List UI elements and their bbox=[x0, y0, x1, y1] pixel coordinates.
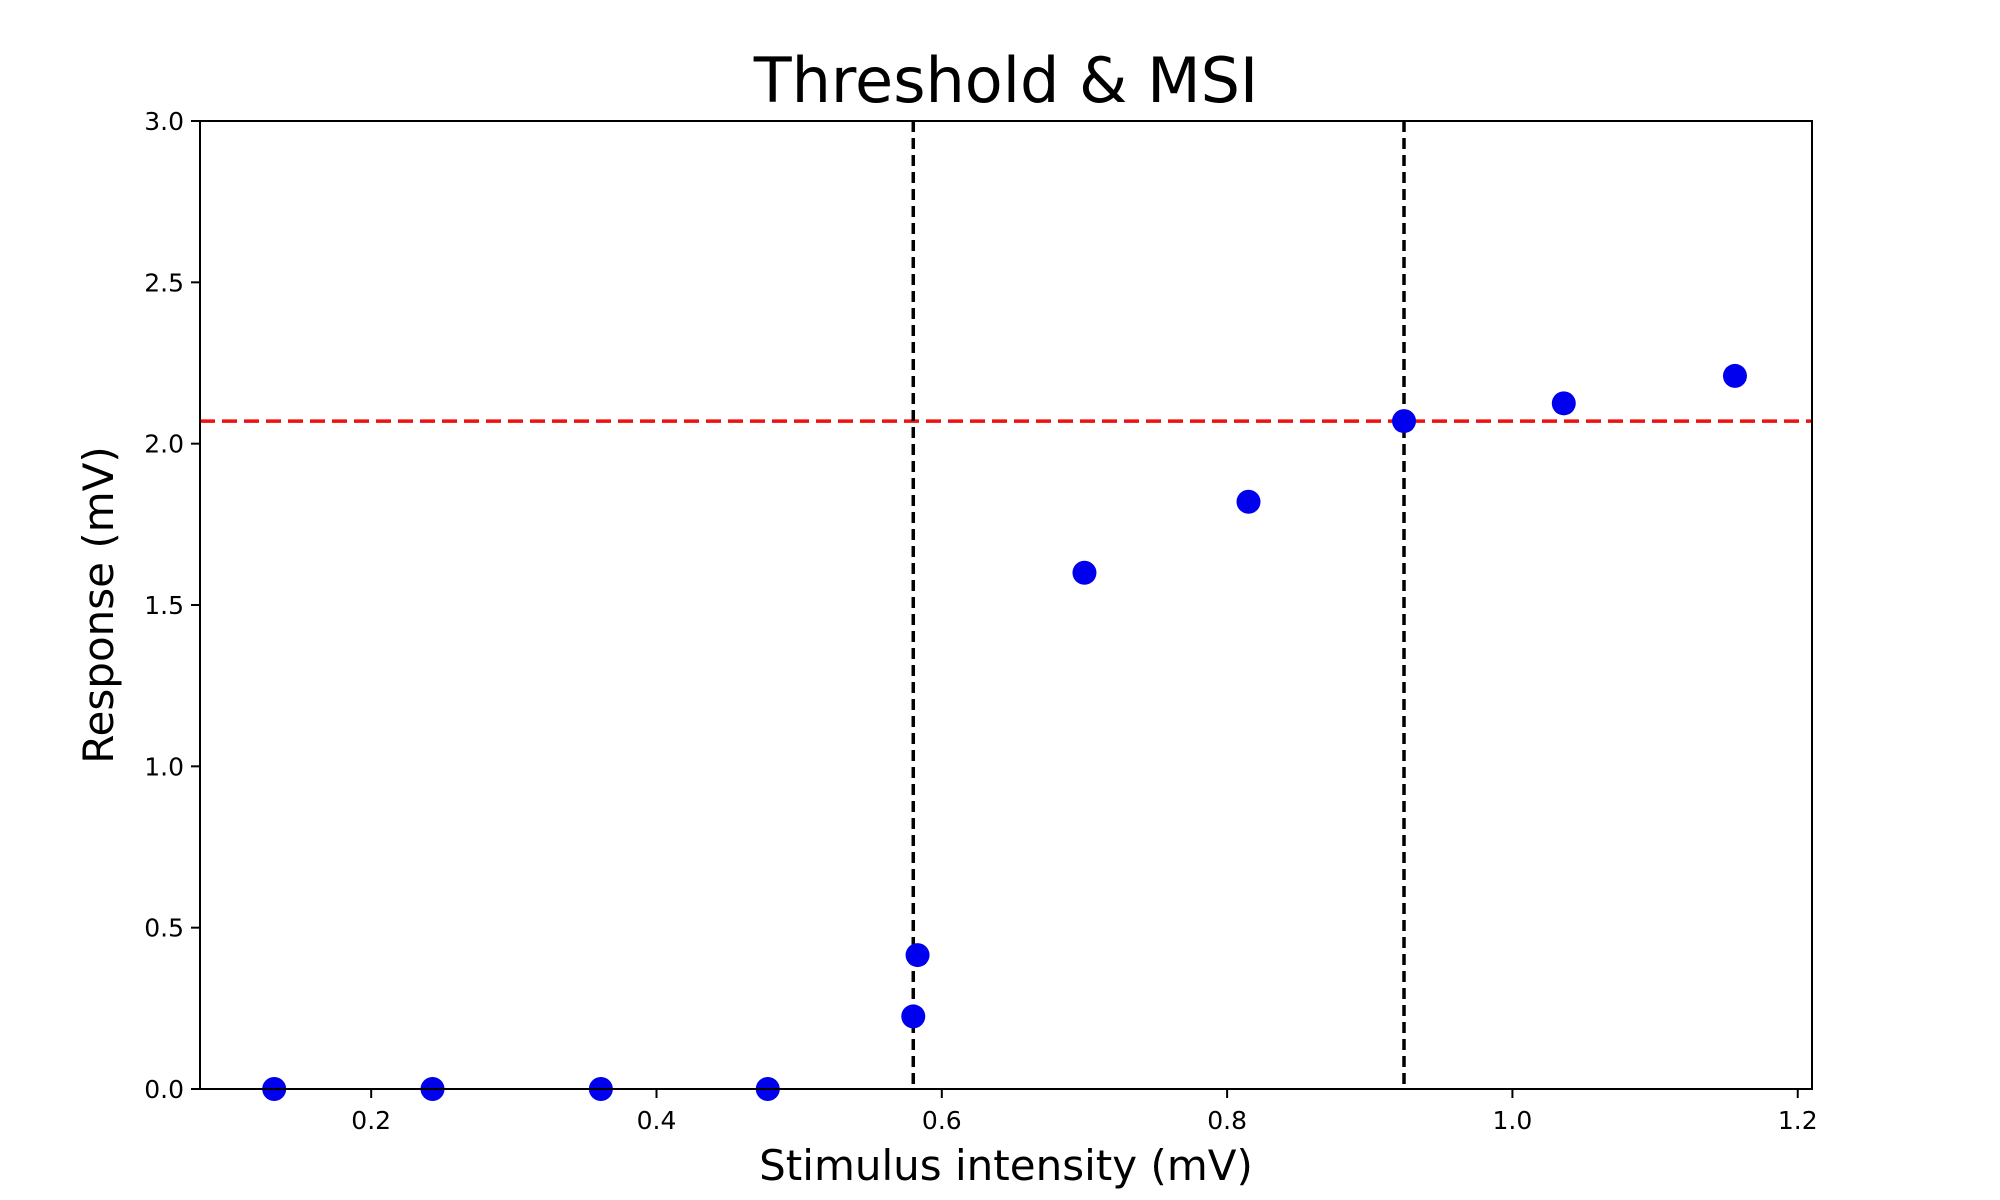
y-tick-label: 1.0 bbox=[144, 752, 184, 781]
plot-area bbox=[200, 121, 1812, 1101]
y-tick-label: 3.0 bbox=[144, 107, 184, 136]
y-axis-label: Response (mV) bbox=[74, 446, 123, 763]
x-axis: 0.2 0.4 0.6 0.8 1.0 1.2 bbox=[351, 1089, 1818, 1135]
data-point-8 bbox=[1392, 409, 1417, 434]
y-tick-label: 2.5 bbox=[144, 268, 184, 297]
data-point-7 bbox=[1236, 489, 1261, 514]
data-point-6 bbox=[1072, 560, 1097, 585]
data-point-4 bbox=[901, 1004, 926, 1029]
y-tick-label: 0.5 bbox=[144, 914, 184, 943]
plot-frame bbox=[199, 120, 1813, 1090]
y-tick-label: 0.0 bbox=[144, 1075, 184, 1104]
x-tick-label: 0.6 bbox=[922, 1106, 962, 1135]
y-tick-label: 2.0 bbox=[144, 430, 184, 459]
x-axis-label: Stimulus intensity (mV) bbox=[759, 1141, 1253, 1190]
data-point-5 bbox=[905, 943, 930, 968]
x-tick-label: 0.2 bbox=[351, 1106, 391, 1135]
y-tick-label: 1.5 bbox=[144, 591, 184, 620]
data-point-10 bbox=[1722, 363, 1747, 388]
chart-title: Threshold & MSI bbox=[753, 44, 1258, 117]
x-tick-label: 0.8 bbox=[1207, 1106, 1247, 1135]
x-tick-label: 0.4 bbox=[637, 1106, 677, 1135]
data-point-9 bbox=[1551, 391, 1576, 416]
x-tick-label: 1.0 bbox=[1493, 1106, 1533, 1135]
y-axis: 0.0 0.5 1.0 1.5 2.0 2.5 3.0 bbox=[144, 107, 200, 1104]
x-tick-label: 1.2 bbox=[1778, 1106, 1818, 1135]
